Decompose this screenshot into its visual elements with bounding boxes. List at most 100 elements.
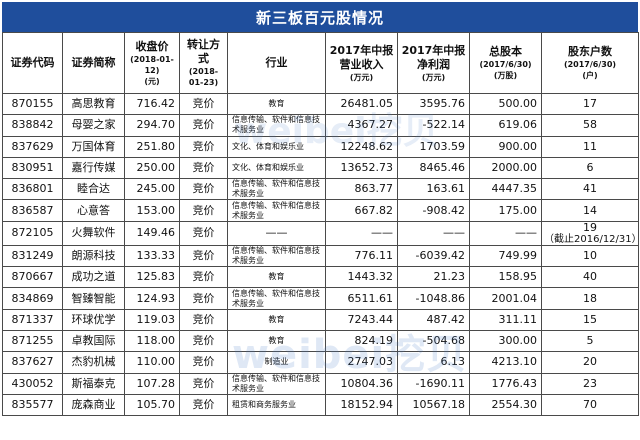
cell-profit-text: 487.42 [426, 312, 466, 326]
cell-code-text: 836801 [11, 182, 54, 196]
cell-revenue: 10804.36 [325, 372, 398, 395]
cell-code-text: 838842 [11, 118, 54, 132]
cell-transfer: 竞价 [179, 114, 228, 137]
cell-name-text: 成功之道 [71, 270, 116, 284]
cell-capital-text: 619.06 [498, 118, 538, 132]
cell-name: 成功之道 [62, 266, 125, 289]
cell-revenue: 26481.05 [325, 92, 398, 116]
cell-industry-text: —— [265, 226, 288, 240]
cell-transfer-text: 竞价 [192, 248, 215, 262]
cell-capital: 300.00 [469, 329, 542, 353]
cell-name-text: 母婴之家 [71, 118, 116, 132]
cell-price-text: 110.00 [136, 355, 176, 369]
cell-revenue-text: 1443.32 [347, 270, 394, 284]
cell-code-text: 871337 [11, 312, 54, 326]
table-row: 837627 杰豹机械 110.00 竞价 制造业 2747.03 6.13 4213.10 2… [2, 351, 639, 374]
cell-industry: 信息传输、软件和信息技术服务业 [227, 114, 326, 137]
cell-code: 836587 [2, 199, 63, 222]
cell-profit: -504.68 [397, 329, 470, 353]
stocks-table: 证券代码 证券简称 收盘价 (2018-01-12) (元) 转让方式 (201… [2, 32, 639, 417]
cell-code: 835577 [2, 393, 63, 417]
cell-code-text: 837629 [11, 139, 54, 153]
cell-name-text: 心意答 [77, 203, 110, 217]
cell-profit-text: 6.13 [440, 355, 466, 369]
cell-capital-text: 311.11 [498, 312, 538, 326]
cell-price: 133.33 [124, 244, 180, 268]
cell-name-text: 智臻智能 [71, 291, 116, 305]
cell-industry: 信息传输、软件和信息技术服务业 [227, 199, 326, 222]
header-name: 证券简称 [62, 32, 125, 94]
cell-capital-text: 4447.35 [491, 182, 538, 196]
cell-price-text: 245.00 [136, 182, 176, 196]
cell-revenue-text: 18152.94 [340, 398, 394, 411]
cell-profit: —— [397, 220, 470, 246]
cell-profit: 10567.18 [397, 393, 470, 417]
cell-price: 149.46 [124, 220, 180, 246]
cell-transfer: 竞价 [179, 244, 228, 268]
cell-revenue: 776.11 [325, 244, 398, 268]
cell-price: 716.42 [124, 92, 180, 116]
cell-price-text: 105.70 [136, 398, 176, 411]
cell-price: 250.00 [124, 156, 180, 180]
cell-code-text: 831249 [11, 248, 54, 262]
table-row: 831249 朗源科技 133.33 竞价 信息传输、软件和信息技术服务业 776.11 -… [2, 244, 639, 268]
cell-transfer: 竞价 [179, 329, 228, 353]
cell-price-text: 133.33 [136, 248, 176, 262]
cell-name-text: 环球优学 [71, 312, 116, 326]
cell-holders-text: 6 [586, 161, 594, 175]
cell-holders: 18 [541, 287, 639, 310]
cell-code-text: 836587 [11, 203, 54, 217]
cell-industry: —— [227, 220, 326, 246]
cell-profit: -1048.86 [397, 287, 470, 310]
cell-revenue: 12248.62 [325, 135, 398, 158]
cell-revenue-text: 7243.44 [347, 312, 394, 326]
cell-transfer: 竞价 [179, 156, 228, 180]
cell-capital: 2001.04 [469, 287, 542, 310]
cell-holders: 11 [541, 135, 639, 158]
cell-price-text: 716.42 [136, 97, 176, 111]
cell-price-text: 119.03 [136, 312, 176, 326]
cell-holders: 10 [541, 244, 639, 268]
table-row: 430052 斯福泰克 107.28 竞价 信息传输、软件和信息技术服务业 10804.3… [2, 372, 639, 395]
cell-revenue-text: 776.11 [354, 248, 394, 262]
cell-price: 124.93 [124, 287, 180, 310]
cell-name: 高思教育 [62, 92, 125, 116]
cell-holders: 19 （截止2016/12/31） [541, 220, 639, 246]
cell-price-text: 294.70 [136, 118, 176, 132]
cell-holders-text: 5 [586, 334, 594, 348]
cell-industry: 租赁和商务服务业 [227, 393, 326, 417]
cell-code: 870155 [2, 92, 63, 116]
header-code: 证券代码 [2, 32, 63, 94]
header-industry: 行业 [227, 32, 326, 94]
cell-capital-text: 4213.10 [491, 355, 538, 369]
cell-industry-text: 教育 [268, 336, 285, 346]
cell-transfer-text: 竞价 [192, 118, 215, 132]
cell-capital: 175.00 [469, 199, 542, 222]
cell-industry-text: 租赁和商务服务业 [232, 400, 296, 409]
cell-transfer: 竞价 [179, 135, 228, 158]
cell-code: 872105 [2, 220, 63, 246]
cell-price-text: 125.83 [136, 270, 176, 284]
cell-industry-text: 信息传输、软件和信息技术服务业 [232, 115, 320, 135]
cell-holders: 17 [541, 92, 639, 116]
cell-revenue: 4367.27 [325, 114, 398, 137]
cell-transfer-text: 竞价 [192, 226, 215, 240]
cell-capital: 900.00 [469, 135, 542, 158]
cell-holders-text: 17 [583, 97, 597, 111]
cell-capital: 2000.00 [469, 156, 542, 180]
cell-profit-text: 163.61 [426, 182, 466, 196]
cell-code: 430052 [2, 372, 63, 395]
cell-revenue-text: 6511.61 [347, 291, 394, 305]
cell-industry-text: 信息传输、软件和信息技术服务业 [232, 288, 320, 308]
cell-name: 心意答 [62, 199, 125, 222]
cell-capital-text: 1776.43 [491, 376, 538, 390]
cell-code-text: 830951 [11, 161, 54, 175]
table-body: 870155 高思教育 716.42 竞价 教育 26481.05 3595.76 500.0… [2, 92, 639, 417]
cell-capital-text: 300.00 [498, 334, 538, 348]
cell-name: 嘉行传媒 [62, 156, 125, 180]
cell-capital-text: 2554.30 [491, 398, 538, 411]
cell-holders-note: （截止2016/12/31） [544, 233, 639, 245]
cell-revenue: 1443.32 [325, 266, 398, 289]
cell-holders-text: 20 [583, 355, 597, 369]
